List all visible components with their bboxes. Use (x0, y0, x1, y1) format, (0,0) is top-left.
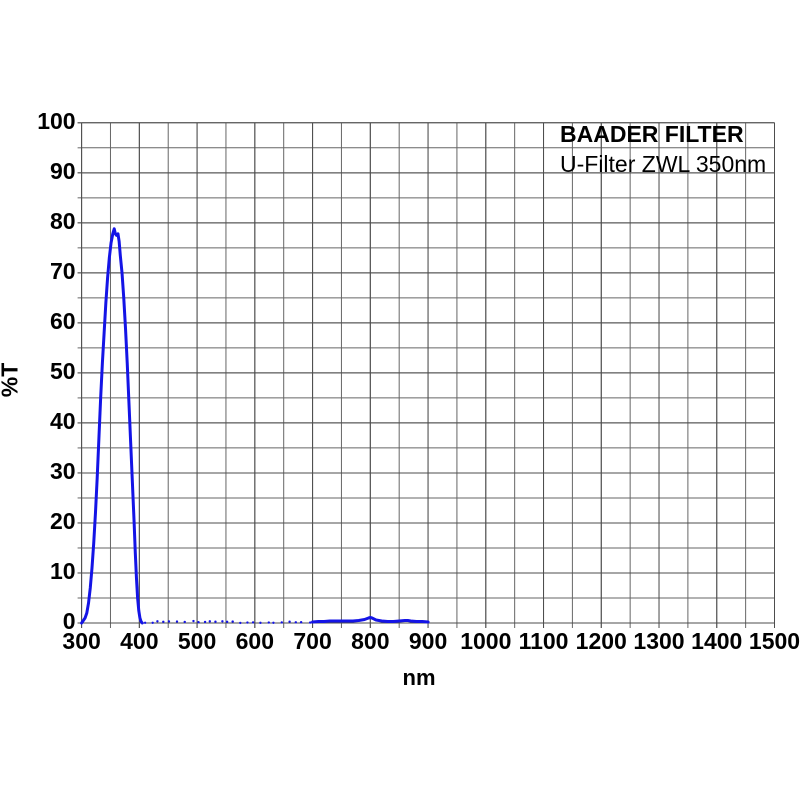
svg-text:1300: 1300 (633, 628, 684, 654)
svg-text:80: 80 (50, 208, 76, 234)
svg-text:0: 0 (63, 608, 76, 634)
svg-text:50: 50 (50, 358, 76, 384)
svg-text:90: 90 (50, 158, 76, 184)
svg-text:30: 30 (50, 458, 76, 484)
svg-text:1000: 1000 (460, 628, 511, 654)
svg-text:40: 40 (50, 408, 76, 434)
svg-text:1200: 1200 (576, 628, 627, 654)
svg-text:500: 500 (178, 628, 216, 654)
svg-text:700: 700 (293, 628, 331, 654)
svg-text:10: 10 (50, 558, 76, 584)
svg-text:20: 20 (50, 508, 76, 534)
svg-text:70: 70 (50, 258, 76, 284)
svg-text:900: 900 (409, 628, 447, 654)
svg-text:1500: 1500 (749, 628, 800, 654)
svg-text:800: 800 (351, 628, 389, 654)
svg-text:1400: 1400 (691, 628, 742, 654)
svg-text:400: 400 (120, 628, 158, 654)
svg-text:100: 100 (37, 108, 75, 134)
svg-text:1100: 1100 (519, 628, 569, 654)
svg-text:600: 600 (236, 628, 274, 654)
svg-text:60: 60 (50, 308, 76, 334)
